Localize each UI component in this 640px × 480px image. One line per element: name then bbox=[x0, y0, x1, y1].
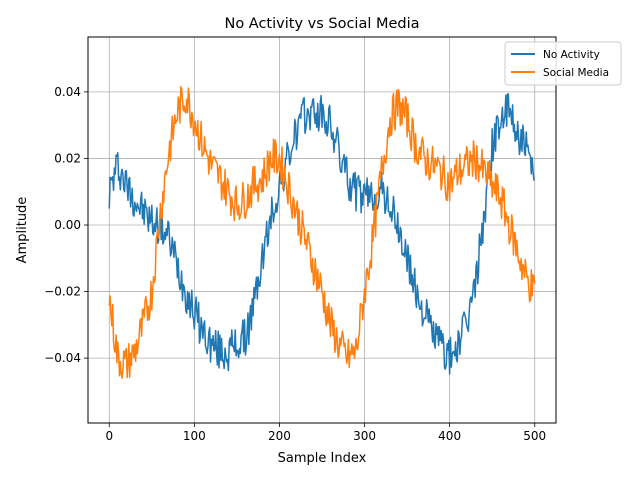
y-tick-label: 0.02 bbox=[54, 151, 81, 165]
plot-frame bbox=[87, 36, 557, 424]
y-tick-label: −0.04 bbox=[44, 351, 81, 365]
x-tick-label: 200 bbox=[268, 429, 291, 443]
x-tick-label: 400 bbox=[438, 429, 461, 443]
x-tick-label: 300 bbox=[353, 429, 376, 443]
legend: No Activity Social Media bbox=[504, 41, 622, 86]
legend-label-social-media: Social Media bbox=[543, 67, 609, 79]
chart-title: No Activity vs Social Media bbox=[224, 16, 419, 32]
y-tick-label: −0.02 bbox=[44, 285, 81, 299]
legend-label-no-activity: No Activity bbox=[543, 49, 600, 61]
series-line-social-media bbox=[108, 86, 536, 379]
series-layer bbox=[108, 86, 536, 379]
y-axis-label: Amplitude bbox=[15, 197, 30, 264]
x-tick-label: 100 bbox=[183, 429, 206, 443]
y-tick-label: 0.04 bbox=[54, 85, 81, 99]
series-line-no-activity bbox=[108, 93, 535, 375]
x-tick-label: 500 bbox=[523, 429, 546, 443]
y-tick-label: 0.00 bbox=[54, 218, 81, 232]
axis-ticks: 0 100 200 300 400 500 −0.04 −0.02 0.00 0.02 0.04 bbox=[44, 85, 546, 443]
legend-box bbox=[504, 41, 622, 86]
x-tick-label: 0 bbox=[105, 429, 113, 443]
x-axis-label: Sample Index bbox=[278, 451, 367, 466]
